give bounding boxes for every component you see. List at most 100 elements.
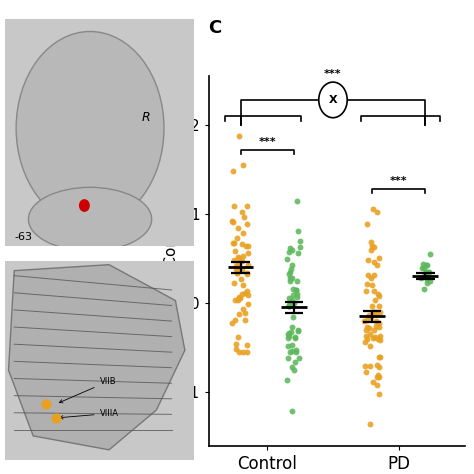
Point	[369, 334, 377, 342]
Point	[289, 291, 297, 299]
Point	[292, 333, 299, 340]
Point	[291, 335, 298, 342]
Point	[374, 336, 382, 343]
Point	[362, 332, 370, 340]
Text: ***: ***	[324, 69, 342, 79]
Point	[228, 319, 236, 327]
Point	[238, 209, 246, 216]
Point	[286, 277, 294, 285]
Point	[241, 309, 249, 317]
Point	[231, 316, 239, 324]
Point	[361, 362, 369, 370]
Point	[286, 244, 293, 252]
Point	[375, 353, 383, 361]
Point	[288, 347, 295, 355]
Point	[423, 261, 431, 268]
Point	[238, 290, 246, 298]
Point	[231, 279, 238, 287]
Point	[242, 316, 249, 324]
Point	[234, 260, 242, 268]
Point	[244, 301, 252, 308]
Point	[245, 261, 252, 269]
Point	[283, 255, 291, 263]
Point	[230, 256, 237, 264]
Point	[290, 299, 298, 306]
Point	[283, 376, 291, 384]
Point	[285, 270, 292, 278]
Point	[244, 348, 251, 356]
Point	[239, 348, 247, 356]
Point	[234, 264, 241, 271]
Point	[233, 269, 241, 277]
Point	[424, 275, 431, 283]
Point	[370, 206, 377, 213]
Text: R: R	[141, 111, 150, 124]
Point	[285, 248, 292, 255]
Point	[238, 241, 246, 248]
Point	[375, 363, 383, 371]
Point	[286, 348, 294, 356]
Point	[243, 202, 251, 210]
Point	[374, 381, 381, 389]
Circle shape	[319, 82, 347, 118]
Text: VIIB: VIIB	[59, 377, 116, 403]
Point	[296, 237, 304, 244]
Point	[425, 268, 432, 276]
Point	[376, 353, 383, 360]
Point	[244, 269, 251, 277]
Point	[287, 328, 295, 336]
Point	[362, 326, 370, 334]
Point	[424, 273, 431, 281]
Point	[230, 239, 237, 247]
Point	[288, 323, 296, 330]
Point	[369, 308, 377, 316]
Point	[230, 203, 238, 210]
Point	[233, 269, 241, 276]
Point	[418, 274, 425, 282]
Point	[372, 310, 380, 318]
Point	[376, 336, 384, 344]
Point	[292, 286, 300, 294]
Text: ***: ***	[390, 176, 408, 186]
Point	[364, 256, 372, 264]
Point	[284, 330, 292, 337]
Point	[364, 280, 371, 287]
Point	[290, 285, 297, 293]
Point	[238, 257, 246, 265]
Point	[375, 323, 383, 330]
Point	[243, 288, 251, 295]
Point	[366, 420, 374, 428]
Point	[421, 270, 428, 278]
Point	[285, 302, 292, 310]
Point	[422, 261, 429, 269]
Point	[235, 348, 242, 356]
Point	[370, 308, 378, 316]
Point	[420, 285, 428, 293]
Point	[237, 275, 245, 283]
Point	[229, 167, 237, 175]
Point	[244, 291, 252, 299]
Point	[235, 294, 243, 302]
Point	[367, 274, 375, 282]
Point	[291, 367, 298, 374]
Point	[291, 358, 298, 366]
Point	[285, 302, 293, 310]
Point	[293, 290, 301, 297]
Point	[235, 293, 243, 301]
Point	[375, 292, 383, 300]
Point	[294, 249, 301, 257]
Point	[376, 308, 383, 316]
Point	[236, 295, 244, 302]
Ellipse shape	[16, 31, 164, 225]
Point	[288, 408, 296, 415]
Point	[368, 238, 375, 246]
Point	[425, 268, 433, 275]
Point	[367, 313, 374, 321]
Point	[231, 247, 239, 255]
Point	[285, 329, 292, 337]
Point	[372, 308, 379, 316]
Point	[284, 354, 292, 362]
Point	[52, 414, 60, 422]
Point	[369, 309, 376, 317]
Point	[294, 327, 302, 335]
